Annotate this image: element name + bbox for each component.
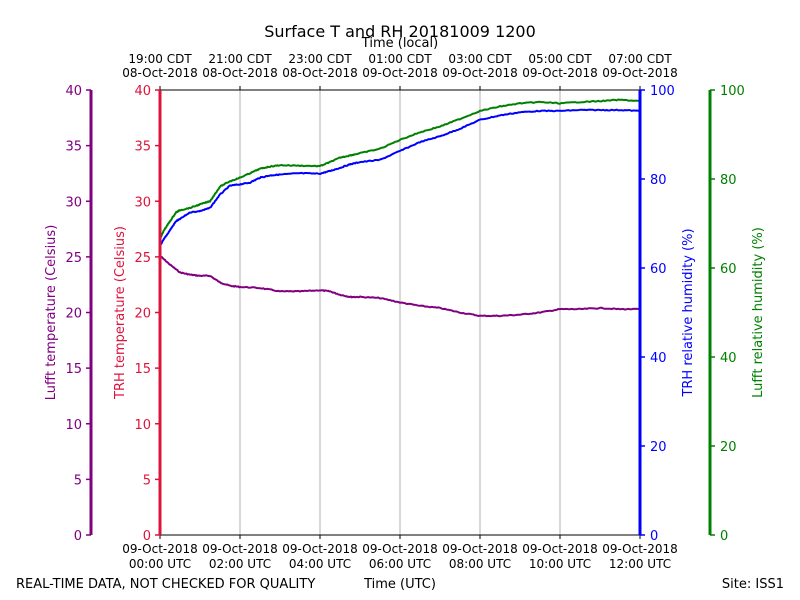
top-tick-time: 19:00 CDT xyxy=(128,52,192,66)
series-line-lufft_rh xyxy=(159,98,641,240)
y-tick-label: 5 xyxy=(74,473,82,488)
y-tick-label: 100 xyxy=(650,84,675,99)
top-tick-time: 01:00 CDT xyxy=(368,52,432,66)
y-tick-label: 60 xyxy=(720,262,737,277)
x-tick-date: 09-Oct-2018 xyxy=(602,542,678,556)
top-tick-time: 21:00 CDT xyxy=(208,52,272,66)
y-tick-label: 15 xyxy=(134,362,151,377)
y-tick-label: 0 xyxy=(74,529,82,544)
y-tick-label: 40 xyxy=(134,84,151,99)
top-tick-date: 09-Oct-2018 xyxy=(602,66,678,80)
lufft_temp-axis-label: Lufft temperature (Celsius) xyxy=(44,225,59,401)
top-axis-label: Time (local) xyxy=(361,36,438,51)
trh_rh-axis-label: TRH relative humidity (%) xyxy=(681,228,696,397)
y-tick-label: 100 xyxy=(720,84,745,99)
y-tick-label: 20 xyxy=(65,307,82,322)
x-tick-time: 12:00 UTC xyxy=(609,557,671,571)
y-tick-label: 20 xyxy=(720,440,737,455)
x-axis-label: Time (UTC) xyxy=(363,577,436,592)
x-tick-date: 09-Oct-2018 xyxy=(202,542,278,556)
top-tick-date: 08-Oct-2018 xyxy=(282,66,358,80)
site-label: Site: ISS1 xyxy=(722,577,784,592)
x-tick-time: 00:00 UTC xyxy=(129,557,191,571)
y-tick-label: 40 xyxy=(650,351,667,366)
top-tick-time: 03:00 CDT xyxy=(448,52,512,66)
y-tick-label: 35 xyxy=(65,140,82,155)
y-tick-label: 20 xyxy=(134,307,151,322)
x-tick-date: 09-Oct-2018 xyxy=(442,542,518,556)
top-tick-date: 09-Oct-2018 xyxy=(522,66,598,80)
x-tick-date: 09-Oct-2018 xyxy=(522,542,598,556)
x-tick-time: 06:00 UTC xyxy=(369,557,431,571)
trh_temp-axis-label: TRH temperature (Celsius) xyxy=(113,226,128,400)
series-line-trh_rh xyxy=(159,108,641,247)
y-tick-label: 30 xyxy=(65,195,82,210)
x-tick-time: 08:00 UTC xyxy=(449,557,511,571)
top-tick-date: 09-Oct-2018 xyxy=(362,66,438,80)
y-tick-label: 80 xyxy=(720,173,737,188)
top-tick-time: 05:00 CDT xyxy=(528,52,592,66)
y-axes: 0 5 10 15 20 25 30 35 40 Lufft temperature (Celsi… xyxy=(44,84,766,544)
x-tick-date: 09-Oct-2018 xyxy=(282,542,358,556)
top-tick-date: 08-Oct-2018 xyxy=(202,66,278,80)
data-series xyxy=(159,98,641,318)
y-tick-label: 25 xyxy=(134,251,151,266)
y-tick-label: 80 xyxy=(650,173,667,188)
x-tick-time: 10:00 UTC xyxy=(529,557,591,571)
y-tick-label: 60 xyxy=(650,262,667,277)
y-tick-label: 15 xyxy=(65,362,82,377)
grid-lines xyxy=(239,90,561,535)
x-tick-time: 02:00 UTC xyxy=(209,557,271,571)
x-tick-time: 04:00 UTC xyxy=(289,557,351,571)
y-tick-label: 10 xyxy=(65,418,82,433)
series-line-lufft_temp xyxy=(159,255,641,318)
top-tick-date: 09-Oct-2018 xyxy=(442,66,518,80)
x-tick-date: 09-Oct-2018 xyxy=(122,542,198,556)
y-tick-label: 5 xyxy=(143,473,151,488)
lufft_rh-axis-label: Lufft relative humidity (%) xyxy=(751,227,766,398)
chart-title: Surface T and RH 20181009 1200 xyxy=(264,22,536,41)
y-tick-label: 10 xyxy=(134,418,151,433)
y-tick-label: 0 xyxy=(650,529,658,544)
y-tick-label: 20 xyxy=(650,440,667,455)
y-tick-label: 30 xyxy=(134,195,151,210)
y-tick-label: 35 xyxy=(134,140,151,155)
x-tick-date: 09-Oct-2018 xyxy=(362,542,438,556)
top-tick-time: 23:00 CDT xyxy=(288,52,352,66)
y-tick-label: 25 xyxy=(65,251,82,266)
top-tick-time: 07:00 CDT xyxy=(608,52,672,66)
top-tick-date: 08-Oct-2018 xyxy=(122,66,198,80)
y-tick-label: 40 xyxy=(720,351,737,366)
y-tick-label: 40 xyxy=(65,84,82,99)
quality-note: REAL-TIME DATA, NOT CHECKED FOR QUALITY xyxy=(16,577,315,592)
y-tick-label: 0 xyxy=(720,529,728,544)
y-tick-label: 0 xyxy=(143,529,151,544)
